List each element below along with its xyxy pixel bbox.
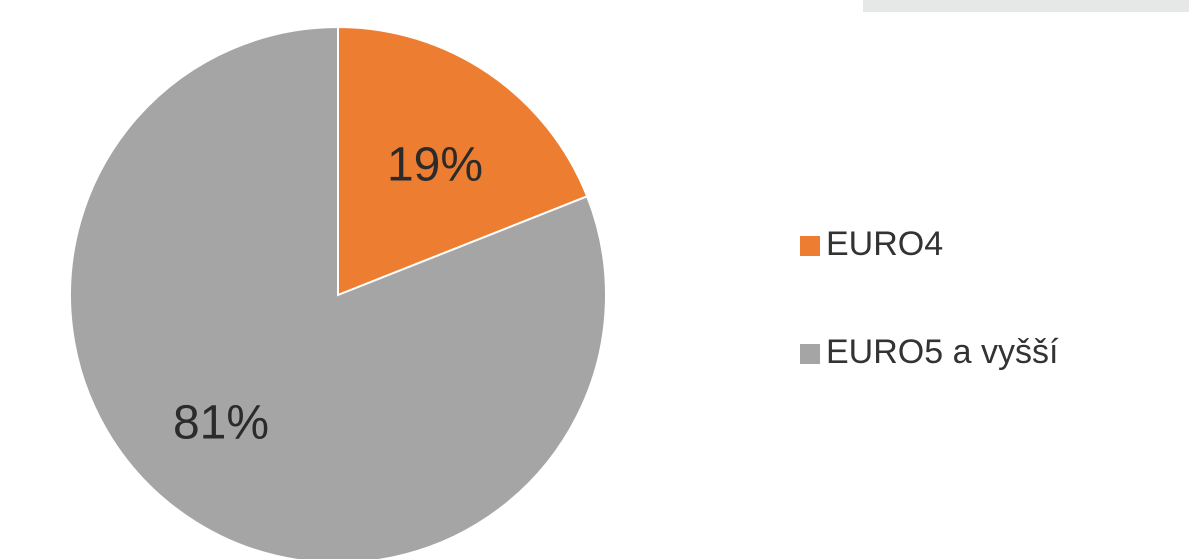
legend-item-euro5-a-vy: EURO5 a vyšší [800, 333, 1059, 371]
pie-slice-euro4 [337, 25, 589, 297]
pie-data-labels: 19% 81% [173, 139, 483, 450]
data-label-euro4: 19% [387, 139, 483, 192]
legend-item-euro4: EURO4 [800, 225, 943, 263]
legend-label-euro4: EURO4 [826, 225, 943, 263]
legend-label-euro5-a-vy: EURO5 a vyšší [826, 333, 1059, 371]
legend-swatch-euro4 [800, 236, 820, 256]
pie-slice-euro5-a-vy [69, 25, 607, 559]
legend-swatch-euro5-a-vy [800, 344, 820, 364]
top-right-panel-edge [863, 0, 1189, 12]
pie-slices [69, 25, 607, 559]
chart-legend: EURO4 EURO5 a vyšší [800, 225, 1059, 371]
data-label-euro5-a-vy: 81% [173, 397, 269, 450]
